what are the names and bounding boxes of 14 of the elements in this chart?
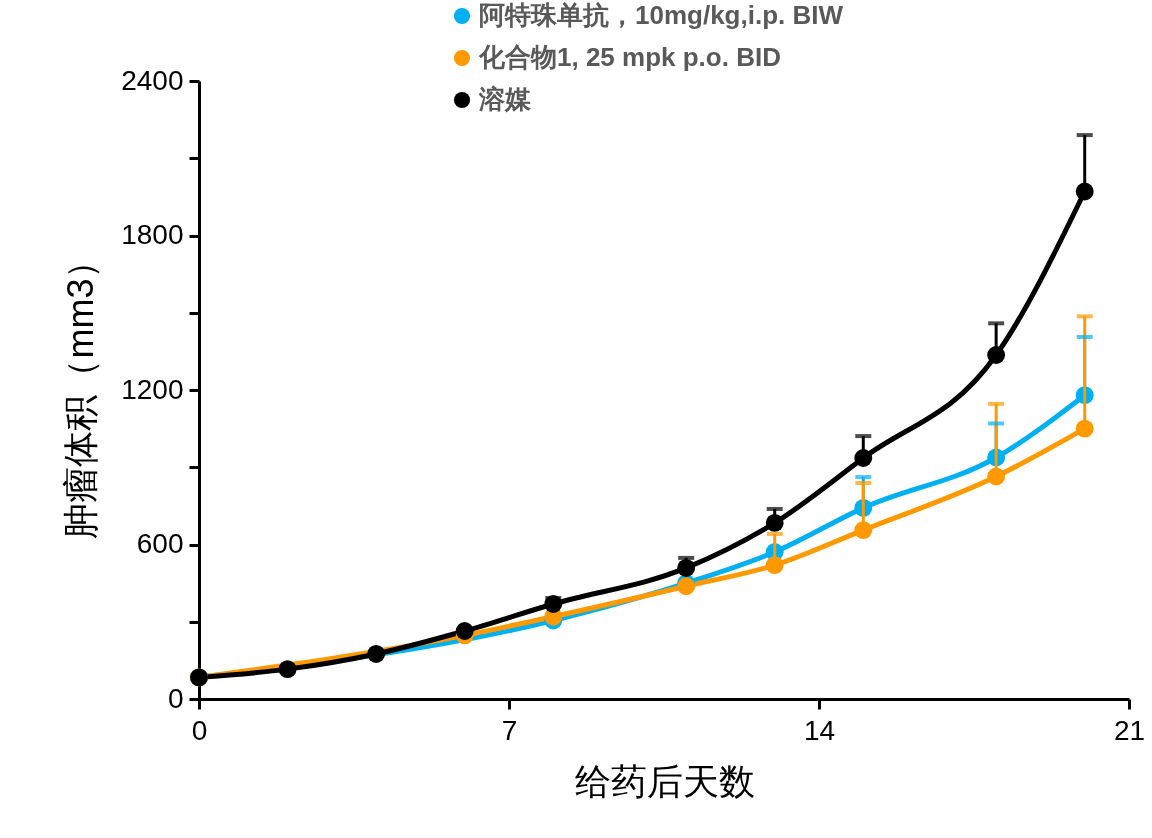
- y-tick-label: 1200: [121, 373, 184, 405]
- x-axis-title: 给药后天数: [574, 760, 755, 802]
- legend-label: 阿特珠单抗，10mg/kg,i.p. BIW: [479, 0, 844, 30]
- legend-label: 化合物1, 25 mpk p.o. BID: [478, 42, 781, 72]
- x-tick-label: 0: [191, 714, 208, 746]
- legend-label: 溶媒: [478, 84, 531, 114]
- y-tick-label: 1800: [121, 219, 184, 250]
- y-axis-title: 肿瘤体积（mm3）: [60, 242, 102, 539]
- y-tick-label: 600: [136, 528, 184, 559]
- x-tick-label: 21: [1113, 714, 1146, 746]
- x-tick-label: 7: [501, 714, 518, 746]
- y-tick-label: 2400: [121, 64, 184, 96]
- x-tick-label: 14: [803, 714, 836, 746]
- y-tick-label: 0: [167, 682, 184, 714]
